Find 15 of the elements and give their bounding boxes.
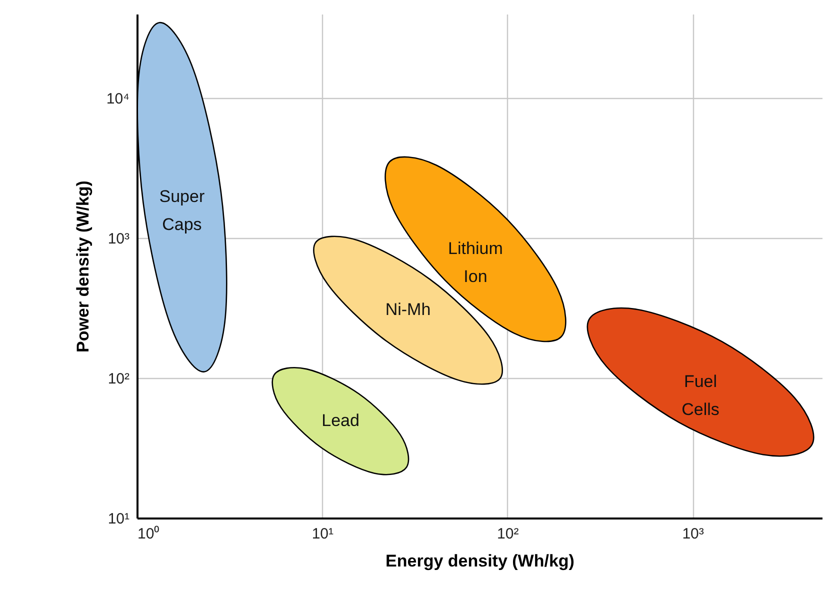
x-tick-label: 10³ [682, 526, 704, 542]
x-tick-label: 10² [497, 526, 519, 542]
series-label: Ni-Mh [385, 300, 431, 320]
y-tick-label: 10³ [108, 230, 130, 248]
series-label: Fuel Cells [682, 372, 720, 420]
y-tick-label: 10¹ [108, 510, 130, 528]
x-tick-label: 10⁰ [138, 526, 160, 542]
y-axis-title: Power density (W/kg) [73, 180, 92, 352]
series-label: Lead [322, 411, 360, 430]
y-tick-label: 10⁴ [106, 90, 130, 108]
x-tick-label: 10¹ [312, 526, 334, 542]
y-tick-label: 10² [108, 370, 130, 388]
x-axis-title: Energy density (Wh/kg) [386, 552, 574, 570]
series-label: Lithium Ion [448, 239, 503, 286]
series-label: Super Caps [159, 187, 205, 234]
